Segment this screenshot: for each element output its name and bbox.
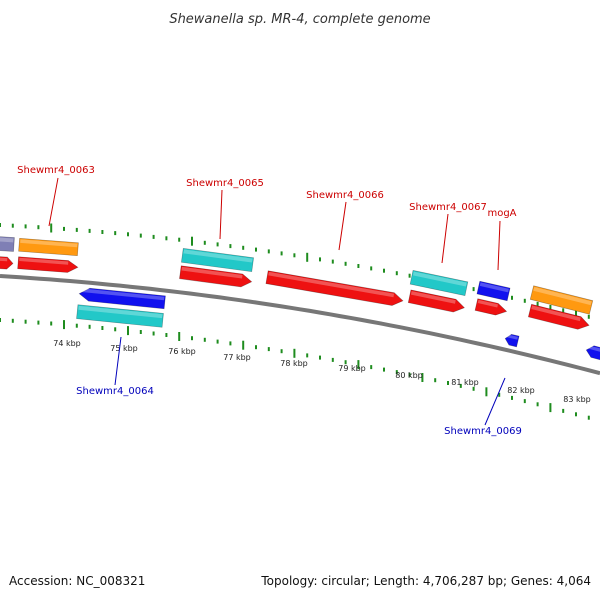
gene-label: Shewmr4_0066: [306, 190, 384, 201]
cds-feature: [78, 287, 166, 310]
cds-feature: [179, 265, 253, 288]
scale-tick-label: 79 kbp: [338, 364, 366, 373]
gene-label-leader: [219, 189, 223, 240]
scale-tick-label: 81 kbp: [451, 378, 479, 387]
gene-label-leader: [338, 201, 347, 251]
gene-features: [0, 236, 600, 361]
gene-feature: [181, 248, 254, 272]
gene-feature: [76, 304, 164, 328]
gene-feature: [0, 236, 15, 252]
gene-label-leader: [484, 377, 506, 426]
scale-tick-label: 80 kbp: [395, 371, 423, 380]
gene-feature: [18, 237, 79, 257]
cds-feature: [265, 270, 404, 306]
scale-labels: 74 kbp 75 kbp 76 kbp 77 kbp 78 kbp 79 kbp 80 k…: [53, 339, 591, 404]
scale-tick-label: 77 kbp: [223, 353, 251, 362]
gene-label-leader: [48, 177, 59, 227]
cds-feature: [407, 289, 465, 313]
accession-text: Accession: NC_008321: [9, 574, 146, 588]
gene-feature: [529, 285, 594, 315]
gene-label: Shewmr4_0063: [17, 165, 95, 176]
map-title: Shewanella sp. MR-4, complete genome: [169, 12, 430, 27]
scale-tick-label: 75 kbp: [110, 344, 138, 353]
cds-feature: [585, 345, 600, 361]
cds-feature: [476, 280, 511, 302]
cds-feature: [17, 256, 79, 273]
gene-label: Shewmr4_0065: [186, 178, 264, 189]
cds-feature: [474, 298, 508, 316]
cds-feature: [0, 256, 14, 270]
scale-tick-label: 74 kbp: [53, 339, 81, 348]
gene-label: mogA: [487, 208, 516, 219]
gene-feature: [409, 270, 469, 296]
gene-label-leader: [114, 336, 122, 386]
cds-feature: [504, 334, 520, 348]
gene-labels: Shewmr4_0063 Shewmr4_0065 Shewmr4_0066 Shew…: [17, 165, 522, 437]
scale-tick-label: 83 kbp: [563, 395, 591, 404]
cds-feature: [527, 303, 590, 330]
scale-tick-label: 82 kbp: [507, 386, 535, 395]
gene-label: Shewmr4_0064: [76, 386, 154, 397]
gene-label-leader: [441, 213, 449, 264]
scale-tick-label: 78 kbp: [280, 359, 308, 368]
gene-label: Shewmr4_0069: [444, 426, 522, 437]
genome-backbone: [0, 274, 600, 376]
topology-text: Topology: circular; Length: 4,706,287 bp…: [261, 574, 591, 588]
gene-label-leader: [497, 220, 501, 271]
gene-label: Shewmr4_0067: [409, 202, 487, 213]
scale-tick-label: 76 kbp: [168, 347, 196, 356]
